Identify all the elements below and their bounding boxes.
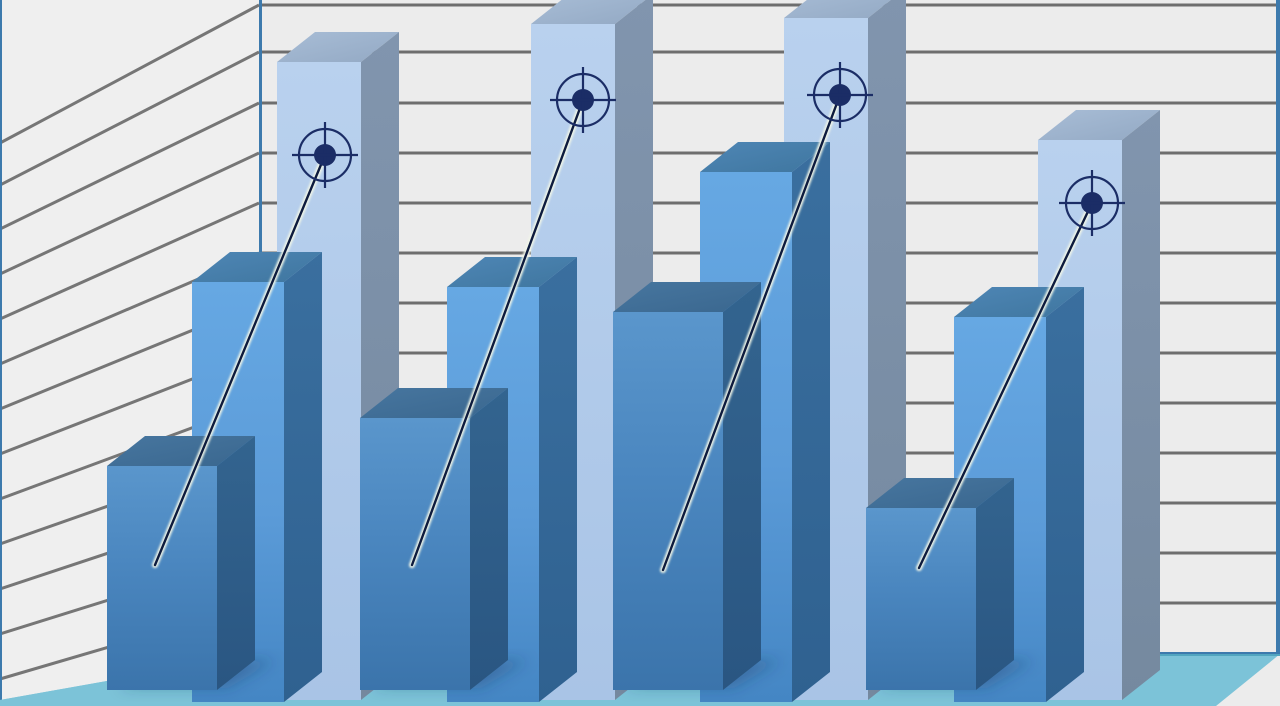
- floor-right-taper: [1216, 654, 1280, 706]
- pointer-line-core-group: [153, 93, 1094, 572]
- front-row: [107, 282, 1014, 690]
- target-marker-3[interactable]: [807, 62, 873, 128]
- pointer-lines: [152, 92, 1095, 573]
- bar-front-4-top: [866, 478, 1014, 508]
- left-gridline-4: [0, 151, 260, 276]
- bar-front-3-front: [613, 312, 723, 690]
- left-gridline-1: [0, 3, 260, 145]
- left-gridline-2: [0, 50, 260, 187]
- bar-front-3-side: [723, 282, 761, 690]
- bar-front-4-side: [976, 478, 1014, 690]
- bar-mid-2-top: [447, 257, 577, 287]
- pointer-line-1-core: [153, 153, 327, 567]
- target-marker-1[interactable]: [292, 122, 358, 188]
- left-gridline-5: [0, 201, 260, 321]
- bar-back-4-side: [1122, 110, 1160, 700]
- bar-back-2-top: [531, 0, 646, 24]
- bar-mid-4-side: [1046, 287, 1084, 702]
- bar-mid-2-side: [539, 257, 577, 702]
- target-markers: [292, 62, 1125, 236]
- bar-mid-3-side: [792, 142, 830, 702]
- bar-mid-1-side: [284, 252, 322, 702]
- bar-back-4-top: [1038, 110, 1160, 140]
- bar-back-3-top: [784, 0, 891, 18]
- target-marker-4[interactable]: [1059, 170, 1125, 236]
- bar-front-3-top: [613, 282, 761, 312]
- bar-mid-3-top: [700, 142, 830, 172]
- bar-front-1-side: [217, 436, 255, 690]
- pointer-line-2-core: [410, 98, 585, 567]
- bar-back-1-top: [277, 32, 399, 62]
- bar-front-1-front: [107, 466, 217, 690]
- bar-front-4-front: [866, 508, 976, 690]
- pointer-line-4-core: [917, 201, 1094, 570]
- bar-front-1[interactable]: [107, 436, 255, 690]
- left-gridline-3: [0, 101, 260, 231]
- bar-front-2-side: [470, 388, 508, 690]
- bar-front-3[interactable]: [613, 282, 761, 690]
- bar-front-4[interactable]: [866, 478, 1014, 690]
- bar-mid-1-top: [192, 252, 322, 282]
- pointer-line-3-core: [661, 93, 842, 572]
- bar-front-2[interactable]: [360, 388, 508, 690]
- bar-front-1-top: [107, 436, 255, 466]
- target-marker-2[interactable]: [550, 67, 616, 133]
